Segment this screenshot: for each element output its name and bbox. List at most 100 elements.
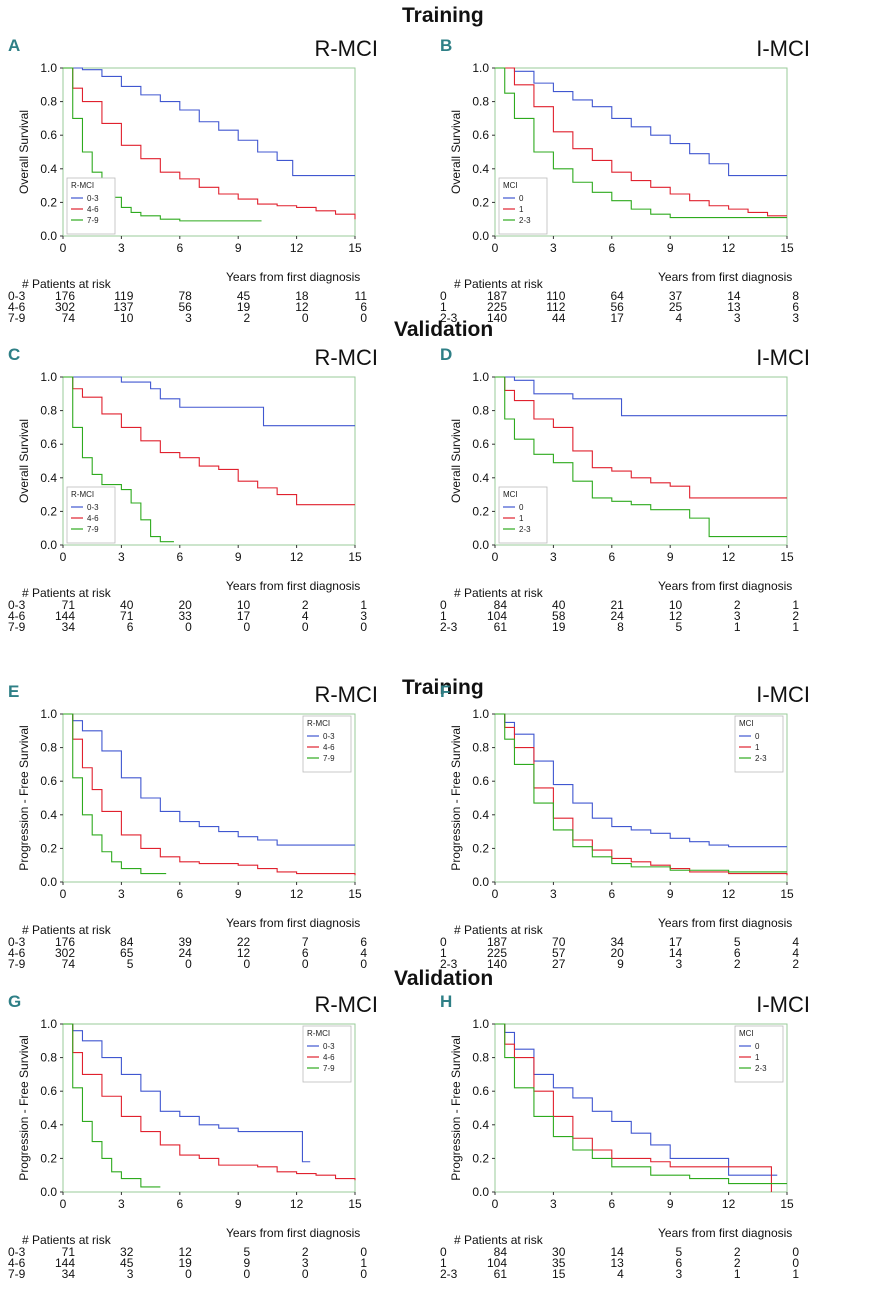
risk-cell: 6 [733, 946, 741, 960]
km-plot: 0.0 0.2 0.4 0.6 0.8 1.0 0 3 6 9 12 15 Progression - … [449, 1017, 794, 1211]
risk-row-label: 0-3 [8, 598, 26, 612]
legend-title: R-MCI [307, 1029, 330, 1038]
risk-cell: 10 [120, 311, 134, 325]
risk-cell: 25 [668, 300, 683, 314]
risk-cell: 0 [301, 620, 309, 634]
risk-cell: 33 [178, 609, 192, 623]
risk-row-label: 4-6 [8, 946, 26, 960]
risk-cell: 20 [178, 598, 192, 612]
risk-cell: 6 [360, 300, 367, 314]
x-tick-label: 12 [290, 887, 304, 901]
risk-cell: 4 [792, 935, 799, 949]
legend-label: 7-9 [87, 525, 99, 534]
panel-letter: H [440, 992, 453, 1011]
km-curve-0 [495, 67, 787, 177]
panel-title: I-MCI [756, 345, 810, 370]
risk-cell: 112 [546, 300, 566, 314]
legend-box [66, 486, 116, 544]
risk-row-label: 0 [440, 935, 447, 949]
risk-cell: 3 [675, 1267, 683, 1281]
x-tick-label: 15 [780, 887, 794, 901]
km-curve-7-9 [63, 67, 262, 222]
risk-cell: 61 [493, 620, 507, 634]
risk-cell: 3 [733, 311, 741, 325]
panel-title: I-MCI [756, 992, 810, 1017]
legend-label: 1 [519, 205, 524, 214]
y-tick-label: 0.0 [40, 1185, 57, 1199]
x-tick-label: 6 [176, 550, 183, 564]
risk-cell: 3 [185, 311, 192, 325]
x-tick-label: 6 [176, 887, 183, 901]
risk-cell: 0 [360, 1267, 367, 1281]
risk-cell: 225 [486, 946, 507, 960]
legend-label: 4-6 [323, 743, 335, 752]
legend-title: MCI [503, 181, 518, 190]
km-curve-4-6 [63, 1023, 356, 1181]
risk-cell: 4 [360, 946, 367, 960]
section-title-validation: Validation [394, 967, 494, 990]
section-title-training: Training [402, 676, 484, 699]
y-tick-label: 0.8 [40, 95, 57, 109]
risk-row-label: 4-6 [8, 1256, 26, 1270]
x-tick-label: 15 [780, 1197, 794, 1211]
y-tick-label: 1.0 [472, 370, 489, 384]
risk-cell: 5 [733, 935, 741, 949]
risk-cell: 8 [792, 289, 799, 303]
risk-cell: 187 [486, 935, 507, 949]
risk-cell: 21 [610, 598, 624, 612]
risk-row-label: 4-6 [8, 300, 26, 314]
x-tick-label: 9 [667, 1197, 674, 1211]
risk-cell: 70 [552, 935, 566, 949]
risk-cell: 2 [733, 1245, 741, 1259]
risk-cell: 2 [301, 1245, 309, 1259]
km-panel-d: D I-MCI 0.0 0.2 0.4 0.6 0.8 1.0 0 3 6 9 12 15 Overall … [440, 345, 860, 645]
risk-cell: 12 [236, 946, 251, 960]
x-tick-label: 12 [290, 1197, 304, 1211]
x-tick-label: 12 [722, 241, 736, 255]
y-tick-label: 0.6 [472, 774, 489, 788]
y-tick-label: 0.8 [40, 404, 57, 418]
x-axis-label: Years from first diagnosis [658, 1226, 793, 1240]
risk-cell: 1 [792, 620, 799, 634]
y-axis-label: Progression - Free Survival [449, 725, 463, 870]
x-tick-label: 3 [550, 241, 557, 255]
plot-frame [494, 1023, 788, 1193]
x-tick-label: 6 [608, 241, 615, 255]
risk-cell: 137 [113, 300, 134, 314]
plot-frame [62, 1023, 356, 1193]
risk-cell: 56 [178, 300, 192, 314]
risk-cell: 5 [675, 1245, 683, 1259]
km-curve-0-3 [63, 1023, 311, 1163]
x-tick-label: 3 [118, 1197, 125, 1211]
risk-row-label: 0-3 [8, 935, 26, 949]
y-axis-label: Overall Survival [449, 419, 463, 503]
y-tick-label: 0.8 [40, 741, 57, 755]
risk-table-header: # Patients at risk [22, 277, 111, 291]
y-tick-label: 0.2 [40, 841, 57, 855]
risk-cell: 225 [486, 300, 507, 314]
risk-cell: 0 [301, 957, 309, 971]
x-tick-label: 0 [60, 550, 67, 564]
x-tick-label: 9 [667, 550, 674, 564]
km-curve-7-9 [63, 713, 167, 875]
section-title-training: Training [402, 4, 484, 27]
risk-cell: 5 [243, 1245, 251, 1259]
y-tick-label: 0.4 [472, 1118, 489, 1132]
km-curve-2-3 [495, 713, 787, 873]
risk-cell: 3 [792, 311, 799, 325]
risk-cell: 8 [617, 620, 624, 634]
km-curve-7-9 [63, 376, 174, 543]
km-panel-f: F I-MCI 0.0 0.2 0.4 0.6 0.8 1.0 0 3 6 9 12 15 Progress… [440, 682, 860, 982]
x-tick-label: 6 [608, 550, 615, 564]
legend-box [66, 177, 116, 235]
km-curve-4-6 [63, 67, 356, 220]
x-axis-label: Years from first diagnosis [658, 579, 793, 593]
legend: R-MCI 0-3 4-6 7-9 [66, 177, 116, 235]
legend: R-MCI 0-3 4-6 7-9 [302, 715, 352, 773]
risk-row-label: 2-3 [440, 957, 458, 971]
y-tick-label: 0.0 [472, 1185, 489, 1199]
risk-cell: 9 [243, 1256, 251, 1270]
risk-cell: 302 [54, 300, 75, 314]
risk-cell: 104 [486, 609, 507, 623]
risk-cell: 24 [610, 609, 624, 623]
